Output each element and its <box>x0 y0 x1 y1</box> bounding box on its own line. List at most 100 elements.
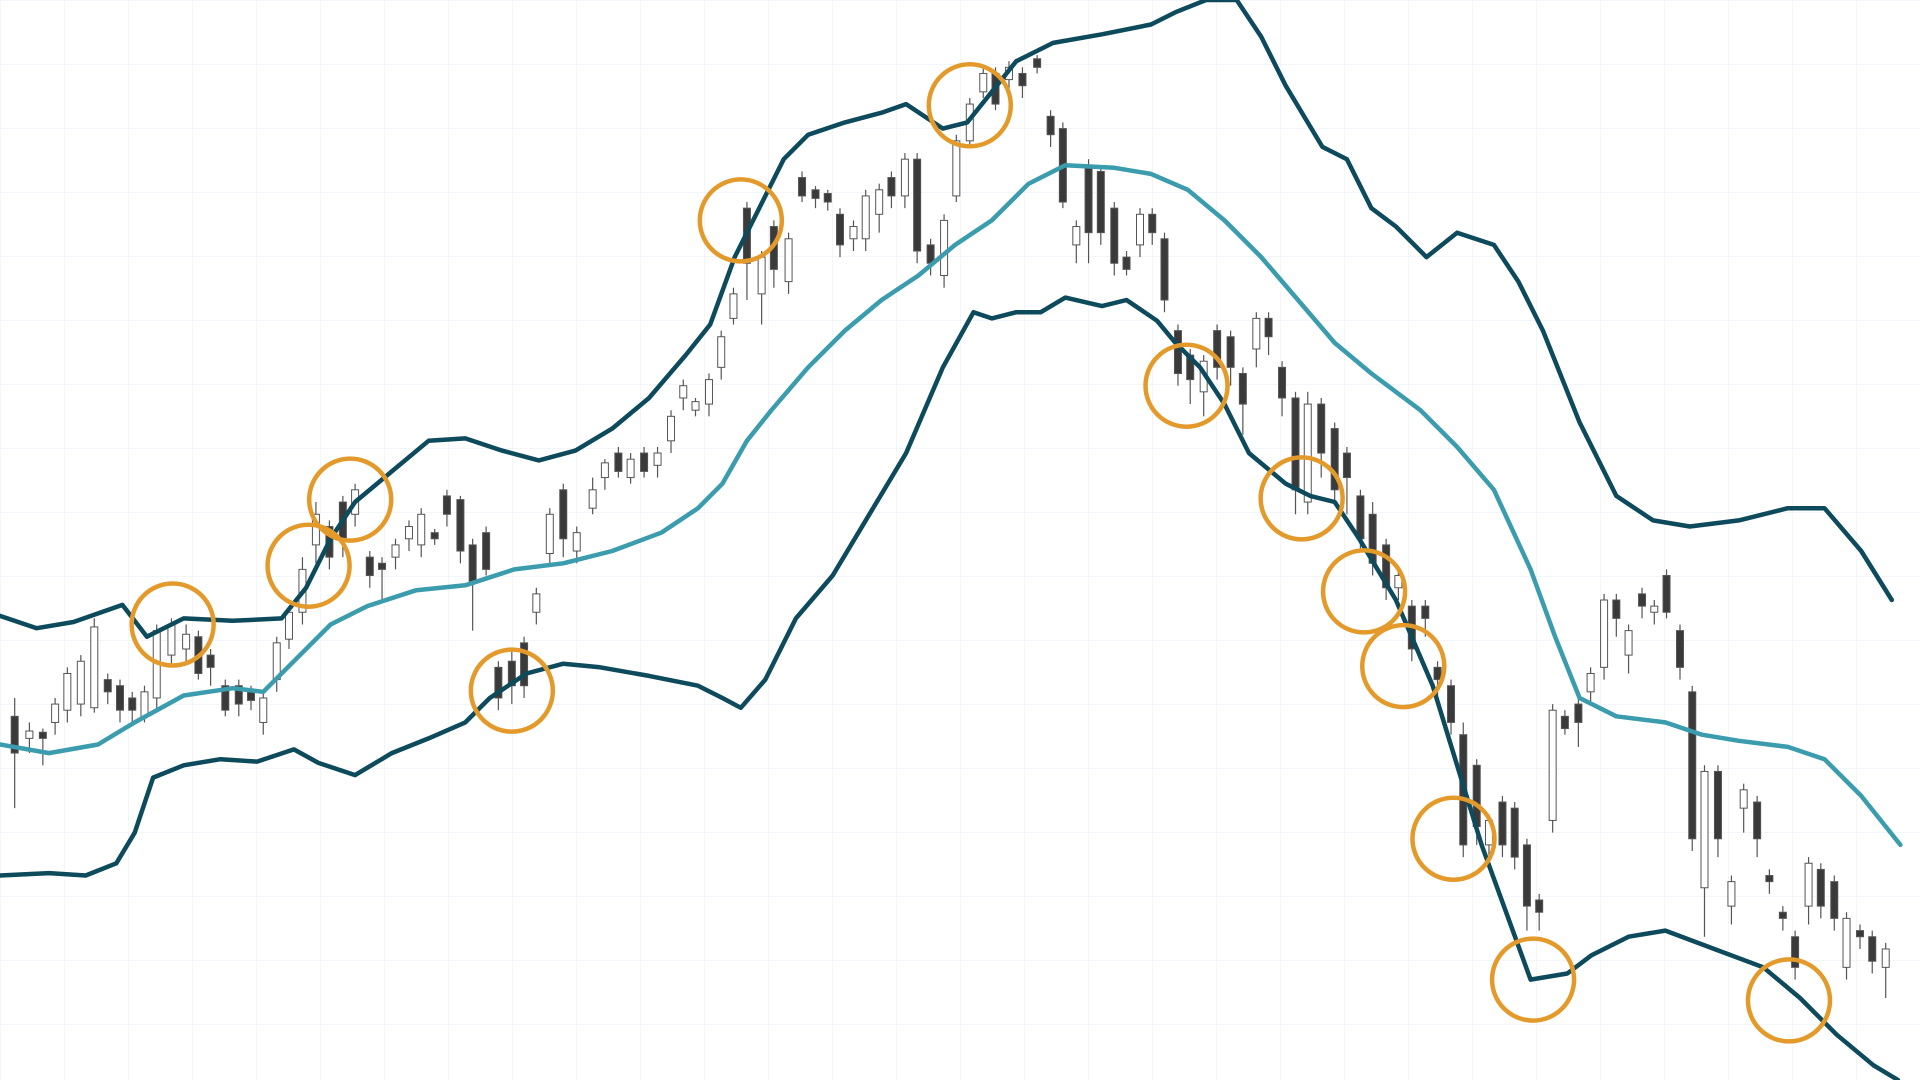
candle-body <box>494 666 503 699</box>
highlight-circle <box>468 647 556 734</box>
candle-body <box>1096 170 1105 234</box>
candle-body <box>667 415 676 442</box>
candle-body <box>167 623 176 656</box>
candle-body <box>717 336 726 368</box>
candle-body <box>1213 330 1222 368</box>
candle-body <box>76 660 85 705</box>
candle-body <box>588 489 597 509</box>
highlight-circle <box>306 456 394 543</box>
candle-body <box>247 691 256 701</box>
candle-body <box>1238 372 1247 405</box>
candle-body <box>1624 630 1633 656</box>
candle-body <box>1252 317 1261 350</box>
candle-body <box>1778 911 1787 919</box>
candle-body <box>103 679 112 693</box>
candle-body <box>729 293 738 319</box>
candle-body <box>1522 844 1531 907</box>
candle-body <box>1713 770 1722 840</box>
candle-body <box>545 513 554 554</box>
candle-body <box>559 489 568 540</box>
candle-body <box>1700 770 1709 889</box>
candle-body <box>913 158 922 252</box>
candle-body <box>128 697 137 711</box>
candle-body <box>823 192 832 203</box>
candle-body <box>1816 868 1825 907</box>
candle-body <box>1342 452 1351 479</box>
candle-body <box>626 458 635 479</box>
candle-body <box>875 189 884 215</box>
candle-body <box>952 140 961 197</box>
candle-body <box>1136 213 1144 246</box>
candle-body <box>90 626 99 709</box>
candle-body <box>1033 58 1042 68</box>
candle-body <box>704 379 713 405</box>
candle-body <box>979 72 988 93</box>
candle-body <box>1264 317 1273 338</box>
candle-body <box>1804 862 1813 907</box>
candle-body <box>365 556 374 577</box>
candle-body <box>520 642 529 687</box>
highlight-circle <box>1320 548 1408 635</box>
candle-body <box>1612 599 1621 619</box>
candle-body <box>1148 213 1157 234</box>
candle-body <box>900 158 909 197</box>
candle-body <box>784 238 793 283</box>
highlight-circle <box>1489 936 1577 1023</box>
candle-body <box>1753 801 1762 840</box>
candle-body <box>640 452 649 472</box>
candle-body <box>757 256 766 295</box>
candle-body <box>1084 164 1093 234</box>
highlight-circle <box>129 581 216 668</box>
candle-body <box>284 611 293 640</box>
highlight-circle <box>1360 622 1447 710</box>
candle-body <box>391 544 400 558</box>
candle-body <box>798 177 807 197</box>
candle-body <box>442 495 451 515</box>
candle-body <box>691 401 700 411</box>
candle-body <box>482 532 491 570</box>
candle-body <box>1560 715 1569 730</box>
candle-body <box>1433 666 1442 681</box>
candle-body <box>1291 397 1300 491</box>
candle-body <box>1303 403 1312 503</box>
candle-body <box>1765 875 1774 883</box>
highlight-circle <box>1143 342 1230 429</box>
candle-body <box>1638 593 1647 607</box>
candle-body <box>1046 115 1055 136</box>
candle-body <box>1739 789 1748 809</box>
candle-body <box>532 593 541 613</box>
candle-body <box>1173 330 1182 374</box>
candle-body <box>1650 605 1659 613</box>
candle-body <box>887 177 896 197</box>
candle-body <box>600 462 609 479</box>
candle-body <box>206 654 215 668</box>
candle-body <box>430 532 439 540</box>
candle-body <box>259 697 268 723</box>
candle-body <box>811 189 820 199</box>
candle-body <box>1662 575 1671 613</box>
candle-body <box>1727 881 1736 907</box>
candle-body <box>1421 605 1430 619</box>
candle-body <box>1842 917 1851 968</box>
candle-body <box>456 499 465 552</box>
candle-body <box>1447 685 1456 723</box>
candle-body <box>1881 948 1890 968</box>
candle-body <box>63 672 72 711</box>
candle-body <box>1535 899 1544 913</box>
candle-body <box>51 703 60 723</box>
candle-body <box>404 526 413 540</box>
candle-body <box>10 715 19 754</box>
candle-body <box>1856 930 1864 938</box>
candle-body <box>572 532 581 552</box>
candle-body <box>1600 599 1609 668</box>
candle-body <box>1226 336 1235 368</box>
candle-body <box>1510 807 1519 858</box>
candle-body <box>1018 72 1027 87</box>
candle-body <box>1688 691 1697 840</box>
candle-body <box>221 685 230 711</box>
candle-body <box>140 691 149 717</box>
highlight-circle <box>926 62 1014 149</box>
